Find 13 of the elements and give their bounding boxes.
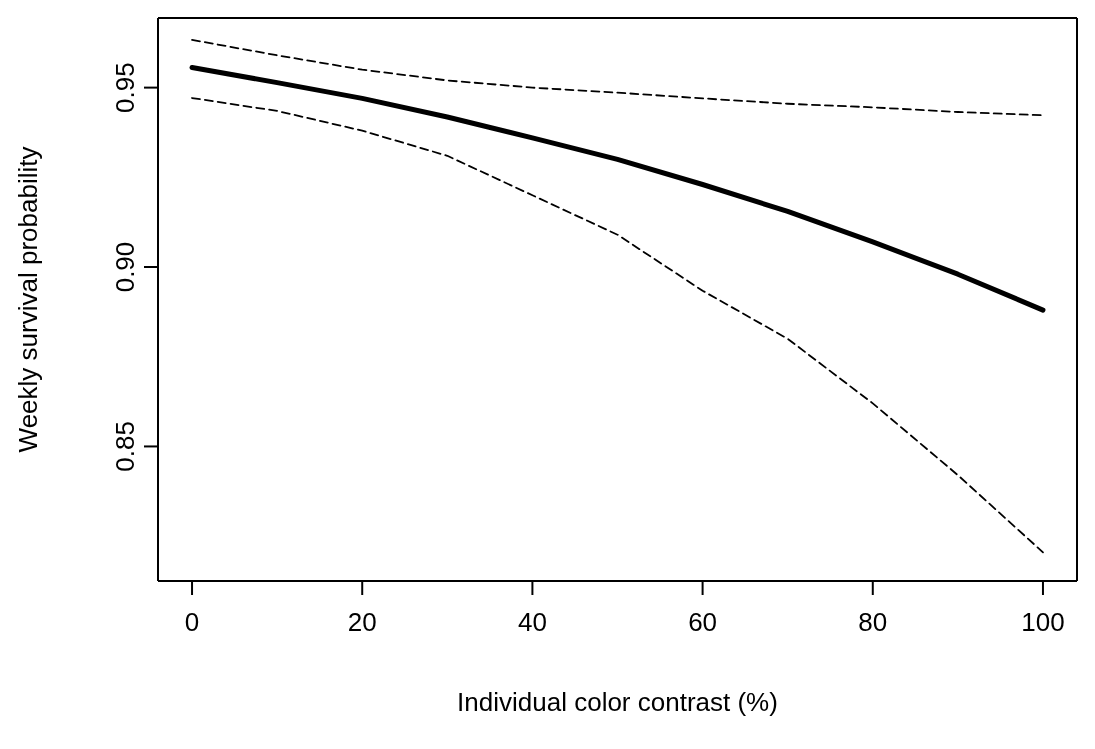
x-tick-label: 40 — [517, 607, 547, 638]
line-series — [191, 97, 1044, 554]
line-series — [191, 38, 1044, 117]
y-tick-label: 0.95 — [110, 62, 140, 113]
x-tick-label: 100 — [1021, 607, 1065, 638]
y-axis-title: Weekly survival probability — [13, 146, 44, 453]
x-tick-label: 0 — [184, 607, 200, 638]
y-tick-label: 0.90 — [110, 241, 140, 293]
x-tick-label: 60 — [688, 607, 718, 638]
x-tick-label: 20 — [347, 607, 377, 638]
x-tick-label: 80 — [858, 607, 888, 638]
y-tick-label: 0.85 — [110, 421, 140, 472]
x-axis-title: Individual color contrast (%) — [457, 687, 778, 717]
